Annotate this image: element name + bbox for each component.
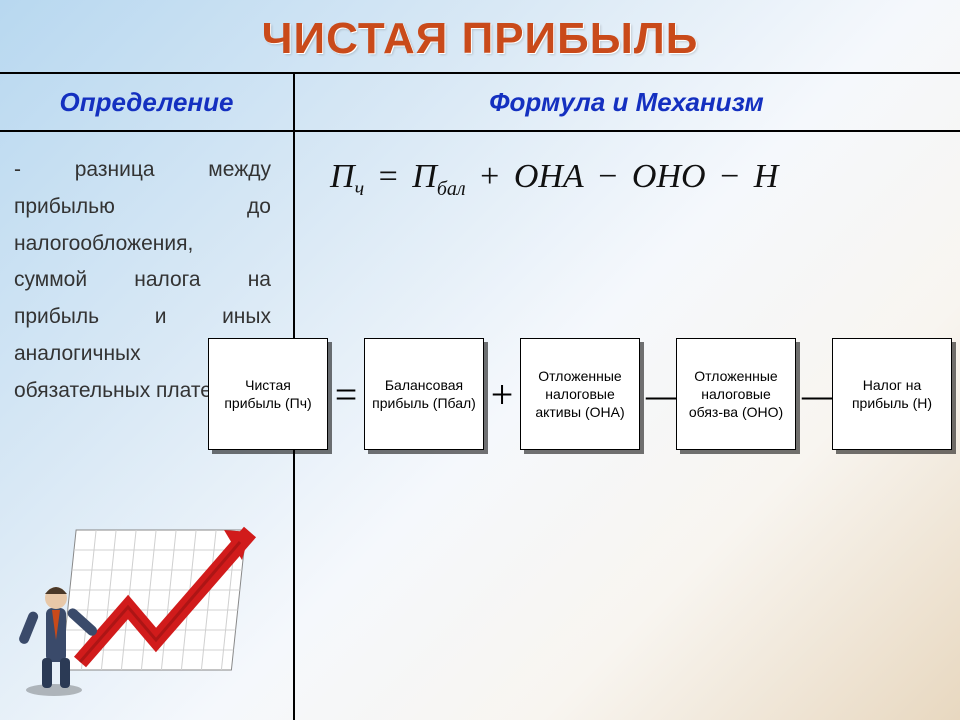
formula-t2: ОНА xyxy=(514,158,584,195)
formula-lhs-base: П xyxy=(330,158,355,195)
page-title: ЧИСТАЯ ПРИБЫЛЬ xyxy=(0,14,960,64)
content-area: - разница между прибылью до налогообложе… xyxy=(0,132,960,720)
formula-t1-base: П xyxy=(412,158,437,195)
mech-box-net-profit: Чистая прибыль (Пч) xyxy=(208,338,328,450)
formula-op1: + xyxy=(474,158,505,195)
header-row: Определение Формула и Механизм xyxy=(0,74,960,130)
mechanism-row: Чистая прибыль (Пч) = Балансовая прибыль… xyxy=(208,338,954,450)
formula-t4: Н xyxy=(754,158,779,195)
growth-chart-illustration xyxy=(18,512,268,702)
mech-op-plus: + xyxy=(490,371,514,418)
mech-box-balance-profit: Балансовая прибыль (Пбал) xyxy=(364,338,484,450)
header-definition: Определение xyxy=(0,87,293,118)
formula-t3: ОНО xyxy=(632,158,706,195)
formula-lhs-sub: ч xyxy=(355,178,365,200)
formula-eq: = xyxy=(373,158,404,195)
mech-box-tax: Налог на прибыль (Н) xyxy=(832,338,952,450)
mech-box-deferred-tax-liab: Отложенные налоговые обяз-ва (ОНО) xyxy=(676,338,796,450)
formula: Пч = Пбал + ОНА − ОНО − Н xyxy=(330,158,940,201)
formula-op3: − xyxy=(714,158,745,195)
mech-box-deferred-tax-assets: Отложенные налоговые активы (ОНА) xyxy=(520,338,640,450)
mech-op-eq: = xyxy=(334,371,358,418)
header-formula: Формула и Механизм xyxy=(293,87,960,118)
formula-op2: − xyxy=(592,158,623,195)
mech-op-minus1: — xyxy=(646,371,670,418)
formula-t1-sub: бал xyxy=(437,178,466,200)
mech-op-minus2: — xyxy=(802,371,826,418)
